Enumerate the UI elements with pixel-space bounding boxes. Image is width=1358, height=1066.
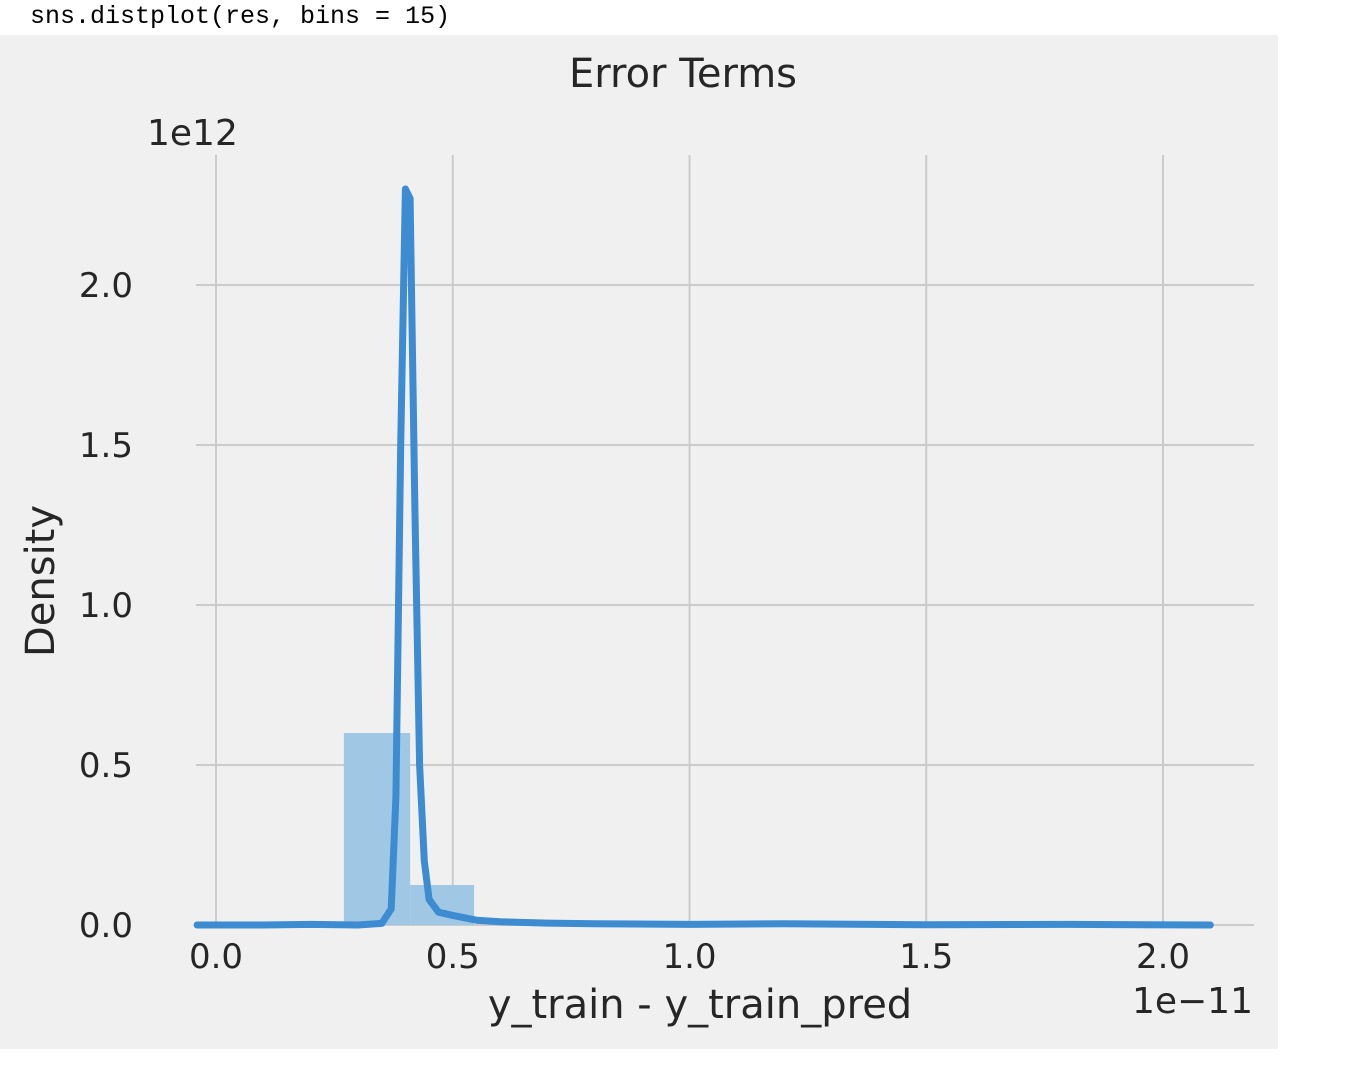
figure-background <box>0 35 1278 1049</box>
x-axis-label: y_train - y_train_pred <box>488 982 912 1028</box>
histogram-bar <box>343 733 411 925</box>
y-axis-label: Density <box>18 505 64 657</box>
y-tick-label: 1.5 <box>79 426 133 466</box>
x-tick-label: 2.0 <box>1136 937 1190 977</box>
kde-curve-group <box>193 185 1214 929</box>
code-cell-text: sns.distplot(res, bins = 15) <box>30 2 451 31</box>
chart-figure: 0.0 0.5 1.0 1.5 2.0 0.0 0.5 1.0 1.5 2.0 Error Ter… <box>0 35 1278 1049</box>
y-tick-label: 1.0 <box>79 586 133 626</box>
y-tick-label: 2.0 <box>79 266 133 306</box>
chart-title: Error Terms <box>569 51 797 97</box>
y-offset-text: 1e12 <box>147 113 238 154</box>
y-tick-label: 0.0 <box>79 906 133 946</box>
x-tick-label: 0.0 <box>189 937 243 977</box>
y-tick-label: 0.5 <box>79 746 133 786</box>
kde-line <box>193 185 1214 929</box>
x-tick-label: 0.5 <box>426 937 480 977</box>
tick-labels: 0.0 0.5 1.0 1.5 2.0 0.0 0.5 1.0 1.5 2.0 <box>79 266 1190 977</box>
x-tick-label: 1.0 <box>662 937 716 977</box>
x-offset-text: 1e−11 <box>1132 981 1253 1022</box>
x-tick-label: 1.5 <box>899 937 953 977</box>
